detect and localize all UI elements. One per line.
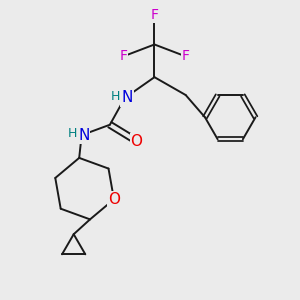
Text: O: O	[130, 134, 142, 148]
Text: N: N	[78, 128, 89, 142]
Text: O: O	[108, 192, 120, 207]
Text: F: F	[119, 50, 127, 63]
Text: N: N	[121, 91, 133, 106]
Text: F: F	[182, 50, 190, 63]
Text: H: H	[68, 127, 77, 140]
Text: F: F	[151, 8, 158, 22]
Text: H: H	[110, 90, 120, 103]
